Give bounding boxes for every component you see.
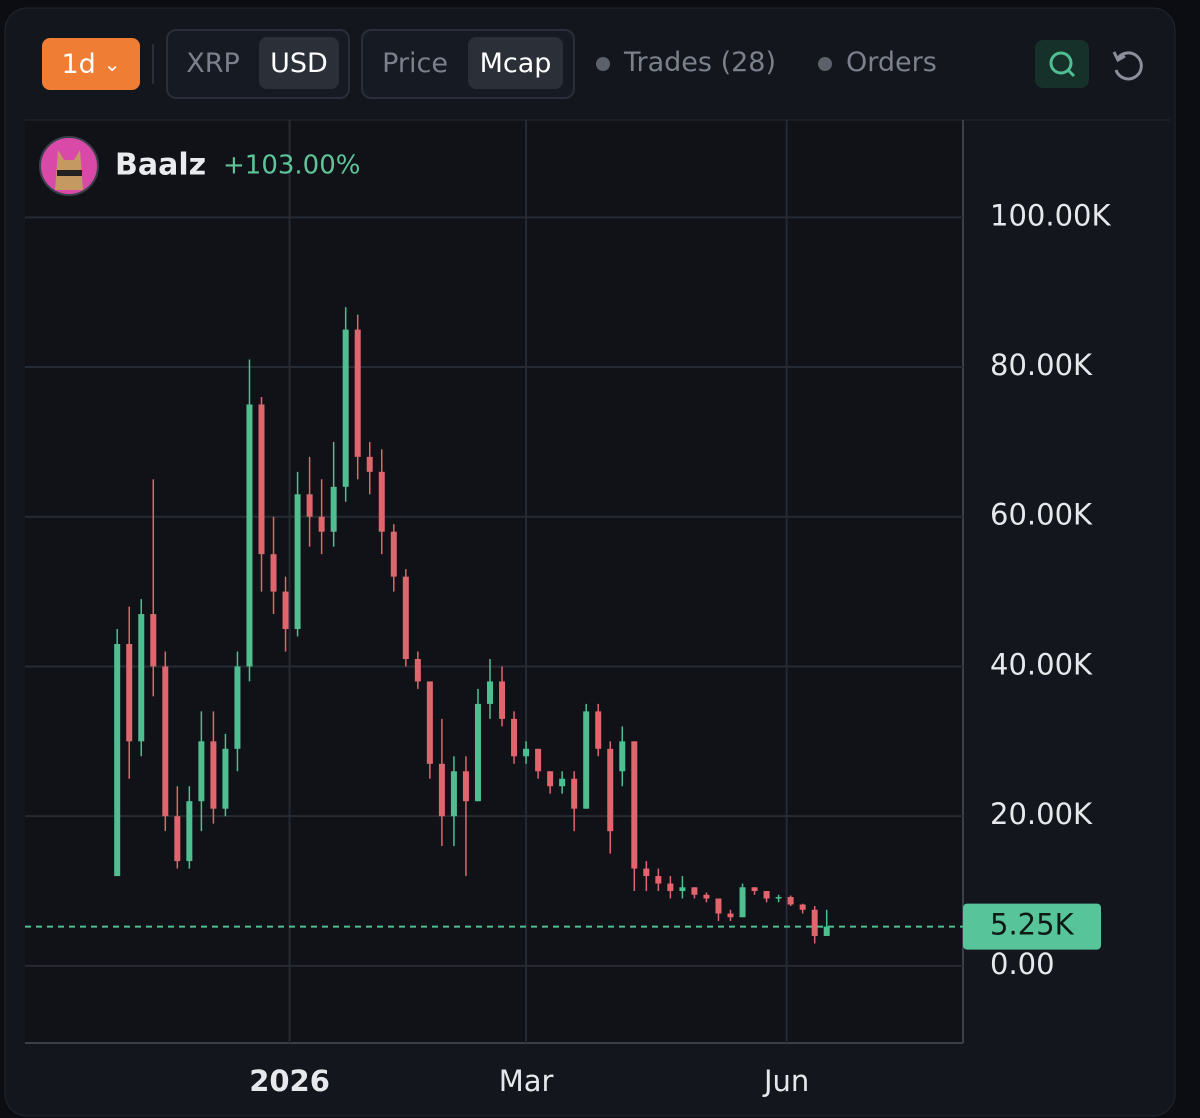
search-icon bbox=[1049, 51, 1076, 78]
y-tick-label: 0.00 bbox=[990, 947, 1055, 981]
candle-body bbox=[715, 898, 722, 914]
candle-body bbox=[535, 748, 542, 772]
candle-body bbox=[258, 404, 265, 555]
candle-body bbox=[559, 778, 566, 787]
candle-body bbox=[378, 471, 385, 532]
candle-body bbox=[318, 516, 325, 532]
candle-body bbox=[511, 718, 518, 757]
candle-body bbox=[607, 748, 614, 832]
candle-body bbox=[655, 876, 662, 884]
y-tick-label: 20.00K bbox=[990, 797, 1093, 831]
x-tick-label: 2026 bbox=[249, 1064, 330, 1098]
candle-body bbox=[679, 887, 686, 892]
candle-body bbox=[691, 887, 698, 895]
candle-body bbox=[811, 909, 818, 936]
candle-body bbox=[823, 926, 830, 936]
mode-button[interactable]: Price bbox=[382, 47, 448, 79]
separator bbox=[152, 44, 154, 84]
candle-body bbox=[354, 329, 361, 457]
candle-body bbox=[342, 329, 349, 487]
toggle-label: Trades (28) bbox=[624, 47, 776, 78]
currency-button[interactable]: USD bbox=[259, 37, 339, 89]
candle-body bbox=[294, 494, 301, 630]
candle-body bbox=[486, 681, 493, 704]
candle-body bbox=[366, 456, 373, 472]
candle-body bbox=[474, 703, 481, 802]
reset-icon bbox=[1112, 51, 1143, 81]
mode-button[interactable]: Mcap bbox=[468, 37, 563, 89]
interval-label: 1d bbox=[61, 48, 96, 80]
orders-toggle[interactable]: Orders bbox=[818, 47, 937, 78]
candle-body bbox=[138, 614, 145, 742]
candle-body bbox=[186, 801, 193, 862]
reset-button[interactable] bbox=[1110, 48, 1150, 88]
candle-body bbox=[270, 554, 277, 592]
candle-body bbox=[162, 666, 169, 817]
x-tick-label: Mar bbox=[499, 1064, 554, 1098]
candle-body bbox=[222, 748, 229, 809]
last-price-badge bbox=[963, 903, 1101, 950]
candle-body bbox=[547, 771, 554, 787]
candle-body bbox=[246, 404, 253, 667]
candle-body bbox=[787, 897, 794, 905]
candle-body bbox=[150, 614, 157, 667]
toggle-label: Orders bbox=[846, 47, 937, 78]
candle-body bbox=[438, 763, 445, 817]
candle-body bbox=[631, 741, 638, 869]
candle-body bbox=[390, 531, 397, 577]
candle-body bbox=[210, 741, 217, 809]
candle-body bbox=[414, 658, 421, 682]
candle-body bbox=[114, 644, 121, 877]
candle-body bbox=[306, 494, 313, 517]
y-tick-label: 40.00K bbox=[990, 647, 1093, 681]
trades-toggle[interactable]: Trades (28) bbox=[596, 47, 776, 78]
search-button[interactable] bbox=[1035, 40, 1089, 88]
y-tick-label: 80.00K bbox=[990, 348, 1093, 382]
candle-body bbox=[667, 883, 674, 892]
symbol: Baalz bbox=[115, 148, 206, 183]
avatar-art bbox=[57, 170, 82, 176]
plot-bg bbox=[25, 120, 963, 1043]
x-tick-label: Jun bbox=[762, 1064, 809, 1098]
last-price-label: 5.25K bbox=[990, 908, 1075, 942]
candle-body bbox=[799, 904, 806, 910]
candle-body bbox=[571, 778, 578, 809]
candle-body bbox=[282, 591, 289, 630]
candle-body bbox=[499, 681, 506, 719]
candle-body bbox=[583, 711, 590, 809]
candle-body bbox=[727, 913, 734, 918]
candle-body bbox=[174, 816, 181, 862]
candle-body bbox=[739, 887, 746, 918]
candle-body bbox=[462, 771, 469, 802]
candle-body bbox=[775, 897, 782, 899]
candle-body bbox=[450, 771, 457, 817]
candle-body bbox=[402, 576, 409, 659]
candle-body bbox=[643, 868, 650, 877]
candle-body bbox=[703, 894, 710, 899]
candle-body bbox=[126, 644, 133, 742]
candle-body bbox=[234, 666, 241, 749]
candle-body bbox=[595, 711, 602, 749]
interval-button[interactable]: 1d ⌄ bbox=[42, 38, 140, 90]
change: +103.00% bbox=[223, 151, 360, 181]
candle-body bbox=[751, 887, 758, 892]
candle-body bbox=[619, 741, 626, 772]
currency-button[interactable]: XRP bbox=[186, 47, 240, 79]
candle-body bbox=[198, 741, 205, 802]
candle-body bbox=[426, 681, 433, 764]
y-tick-label: 60.00K bbox=[990, 498, 1093, 532]
candle-body bbox=[523, 748, 530, 757]
candle-body bbox=[330, 486, 337, 532]
candle-body bbox=[763, 891, 770, 899]
y-tick-label: 100.00K bbox=[990, 198, 1111, 232]
